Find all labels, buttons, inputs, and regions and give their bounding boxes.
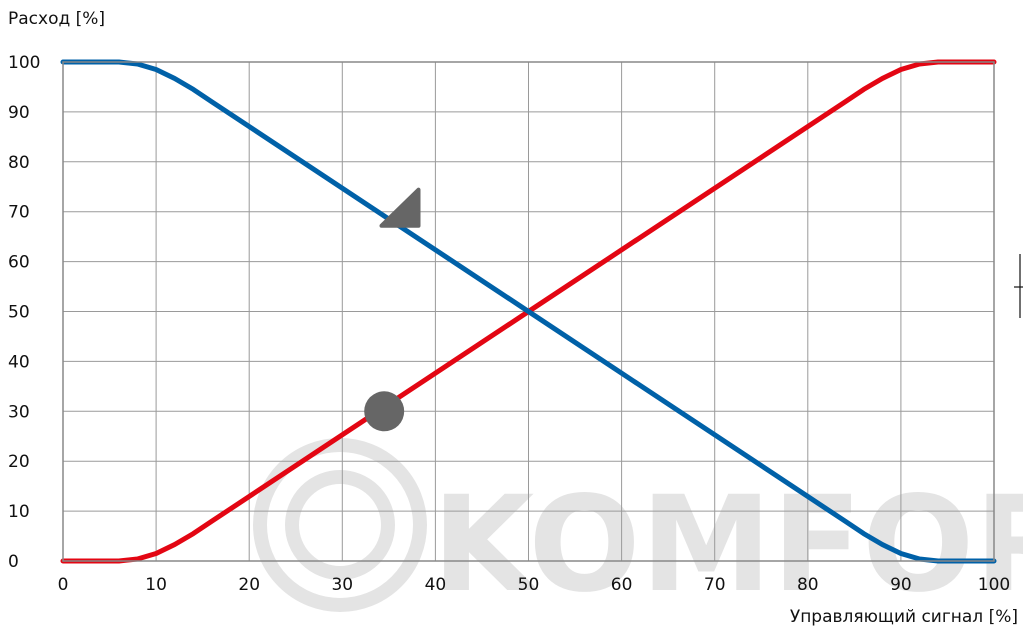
y-axis-ticks: 0 10 20 30 40 50 60 70 80 90 100	[8, 53, 40, 572]
y-tick-label: 90	[8, 103, 30, 123]
marker-circle	[364, 391, 405, 432]
x-tick-label: 0	[58, 575, 69, 595]
series-layer	[60, 59, 997, 564]
y-axis-label: Расход [%]	[8, 9, 105, 29]
plot-frame	[62, 61, 995, 562]
y-tick-label: 40	[8, 352, 30, 372]
y-tick-label: 70	[8, 203, 30, 223]
x-axis-ticks: 0 10 20 30 40 50 60 70 80 90 100	[58, 575, 1011, 595]
x-tick-label: 60	[611, 575, 633, 595]
x-axis-label: Управляющий сигнал [%]	[790, 607, 1018, 627]
x-tick-label: 10	[145, 575, 167, 595]
right-edge-mark	[1014, 254, 1023, 318]
series-line-1	[60, 59, 997, 564]
x-tick-label: 20	[238, 575, 260, 595]
y-tick-label: 10	[8, 502, 30, 522]
y-tick-label: 80	[8, 153, 30, 173]
x-tick-label: 50	[518, 575, 540, 595]
x-tick-label: 30	[331, 575, 353, 595]
y-tick-label: 30	[8, 402, 30, 422]
y-tick-label: 100	[8, 53, 40, 73]
x-tick-label: 40	[425, 575, 447, 595]
marker-triangle	[379, 187, 421, 228]
x-tick-label: 90	[890, 575, 912, 595]
y-tick-label: 50	[8, 303, 30, 323]
markers-layer	[364, 187, 421, 432]
watermark-logo-outer	[253, 438, 427, 612]
watermark-text: KOMFORT	[432, 468, 1023, 622]
y-tick-label: 0	[8, 552, 19, 572]
x-tick-label: 80	[797, 575, 819, 595]
x-tick-label: 100	[978, 575, 1010, 595]
y-tick-label: 60	[8, 253, 30, 273]
x-tick-label: 70	[704, 575, 726, 595]
watermark: KOMFORT	[253, 438, 1023, 622]
watermark-logo-inner	[285, 470, 395, 580]
y-tick-label: 20	[8, 452, 30, 472]
